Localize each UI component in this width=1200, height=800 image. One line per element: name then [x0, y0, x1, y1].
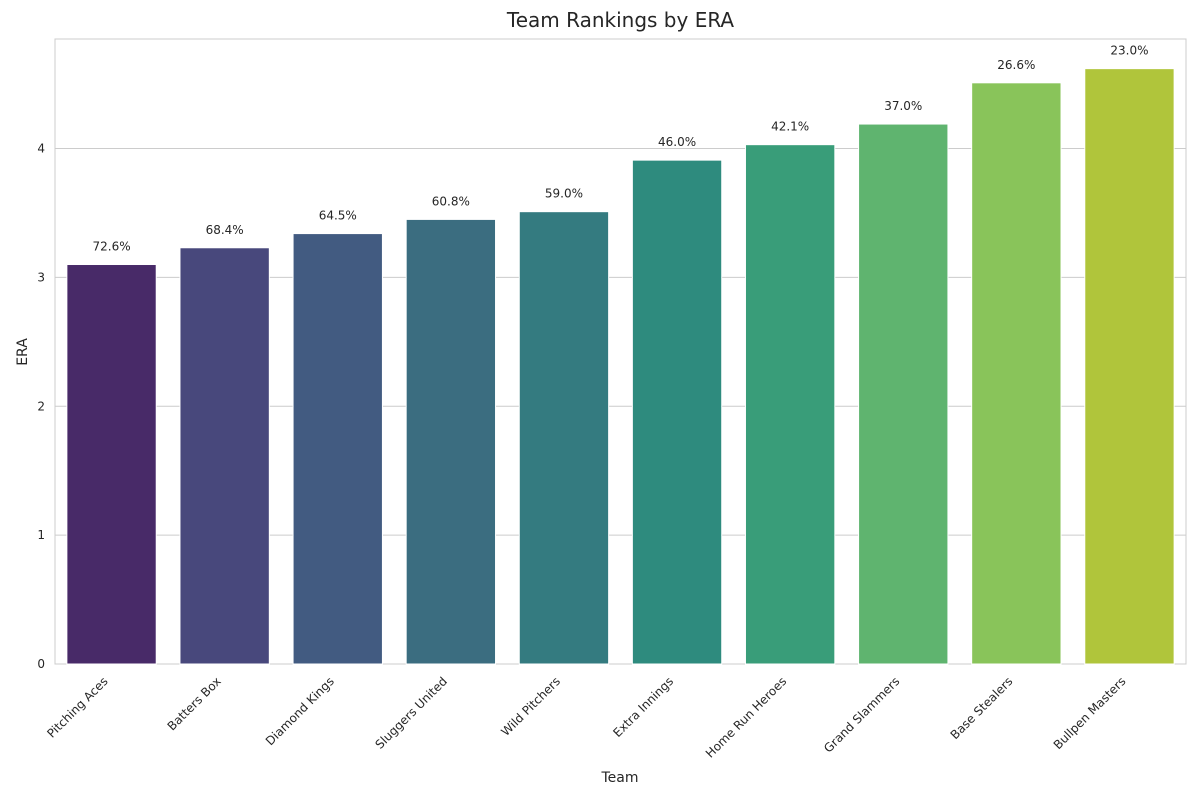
y-axis-label: ERA — [15, 338, 31, 366]
x-tick-label-0: Pitching Aces — [44, 674, 110, 740]
bar-label-9: 23.0% — [1110, 44, 1148, 58]
x-tick-label-2: Diamond Kings — [263, 674, 337, 748]
x-tick-labels: Pitching Aces Batters Box Diamond Kings Slu… — [44, 674, 1128, 760]
bar-value-labels: 72.6% 68.4% 64.5% 60.8% 59.0% 46.0% 42.1% 37.0%… — [92, 44, 1148, 254]
x-tick-label-8: Base Stealers — [948, 674, 1016, 742]
y-tick-label-4: 4 — [37, 142, 45, 156]
bar-3 — [405, 218, 497, 665]
bar-1 — [179, 247, 270, 665]
bar-label-3: 60.8% — [432, 194, 470, 208]
y-tick-label-2: 2 — [37, 399, 45, 413]
bar-0 — [66, 264, 157, 665]
bar-label-7: 37.0% — [884, 99, 922, 113]
y-tick-labels: 0 1 2 3 4 — [37, 142, 45, 671]
x-tick-label-6: Home Run Heroes — [703, 674, 789, 760]
bar-5 — [631, 159, 723, 665]
bar-label-8: 26.6% — [997, 58, 1035, 72]
bar-6 — [744, 144, 836, 665]
y-tick-label-1: 1 — [37, 528, 45, 542]
bar-8 — [971, 82, 1062, 665]
x-axis-label: Team — [600, 770, 638, 786]
y-tick-label-3: 3 — [37, 270, 45, 284]
bar-label-5: 46.0% — [658, 135, 696, 149]
x-tick-label-9: Bullpen Masters — [1051, 674, 1129, 752]
bars — [66, 68, 1175, 665]
bar-label-1: 68.4% — [206, 223, 244, 237]
bar-label-6: 42.1% — [771, 120, 809, 134]
x-tick-label-7: Grand Slammers — [821, 674, 902, 755]
bar-label-0: 72.6% — [92, 240, 130, 254]
bar-4 — [518, 211, 610, 665]
chart-title: Team Rankings by ERA — [506, 8, 735, 32]
bar-9 — [1084, 68, 1175, 665]
x-tick-label-3: Sluggers United — [372, 674, 450, 752]
y-tick-label-0: 0 — [37, 657, 45, 671]
x-tick-label-1: Batters Box — [165, 674, 224, 733]
bar-label-4: 59.0% — [545, 187, 583, 201]
x-tick-label-4: Wild Pitchers — [498, 674, 563, 739]
bar-2 — [292, 233, 383, 665]
bar-label-2: 64.5% — [319, 209, 357, 223]
x-tick-label-5: Extra Innings — [610, 674, 676, 740]
bar-7 — [858, 123, 949, 665]
